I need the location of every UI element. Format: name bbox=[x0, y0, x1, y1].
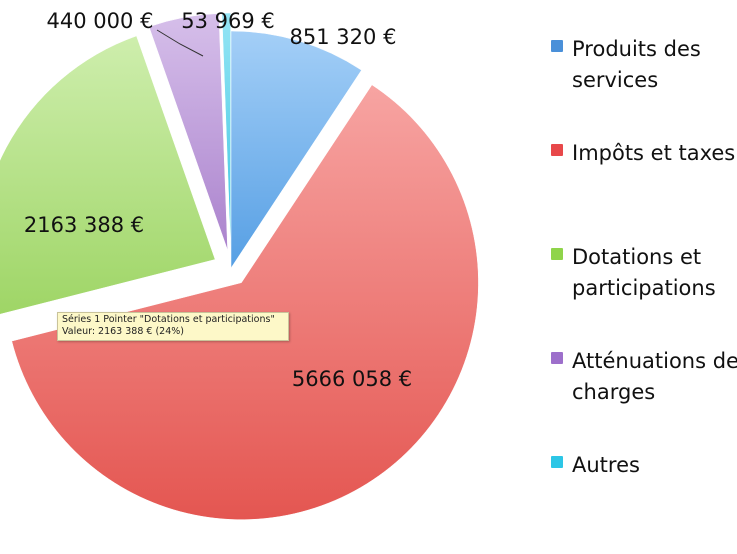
slice-data-label: 440 000 € bbox=[47, 9, 154, 33]
pie-slice-1[interactable] bbox=[230, 30, 362, 269]
legend-swatch bbox=[551, 456, 563, 468]
legend-swatch bbox=[551, 352, 563, 364]
pie-slice-5[interactable] bbox=[221, 12, 231, 251]
leader-line bbox=[156, 29, 204, 57]
tooltip-line-value: Valeur: 2163 388 € (24%) bbox=[62, 326, 184, 337]
legend-item-attenuations[interactable]: Atténuations de charges bbox=[551, 346, 737, 450]
slice-data-label: 851 320 € bbox=[290, 25, 397, 49]
pie-slice-3[interactable] bbox=[0, 35, 216, 318]
legend-label: Produits des services bbox=[572, 37, 701, 92]
legend-swatch bbox=[551, 40, 563, 52]
legend-swatch bbox=[551, 248, 563, 260]
legend-label: Autres bbox=[572, 453, 640, 477]
legend-item-dotations[interactable]: Dotations et participations bbox=[551, 242, 737, 346]
pie-chart: 851 320 € 5666 058 € 2163 388 € 440 000 € 53… bbox=[0, 9, 479, 520]
pie-slice-4[interactable] bbox=[148, 13, 228, 251]
legend-swatch bbox=[551, 144, 563, 156]
legend-item-autres[interactable]: Autres bbox=[551, 450, 737, 554]
legend: Produits des services Impôts et taxes Do… bbox=[551, 34, 737, 554]
legend-label: Dotations et participations bbox=[572, 245, 716, 300]
legend-item-impots[interactable]: Impôts et taxes bbox=[551, 138, 737, 242]
tooltip-line-series: Séries 1 Pointer "Dotations et participa… bbox=[62, 314, 275, 325]
slice-data-label: 2163 388 € bbox=[24, 213, 144, 237]
legend-label: Atténuations de charges bbox=[572, 349, 737, 404]
legend-label: Impôts et taxes bbox=[572, 141, 736, 165]
slice-data-label: 53 969 € bbox=[181, 9, 275, 33]
pie-slice-2[interactable] bbox=[11, 84, 479, 520]
slice-data-label: 5666 058 € bbox=[292, 367, 412, 391]
legend-item-produits[interactable]: Produits des services bbox=[551, 34, 737, 138]
chart-tooltip: Séries 1 Pointer "Dotations et participa… bbox=[57, 312, 289, 341]
